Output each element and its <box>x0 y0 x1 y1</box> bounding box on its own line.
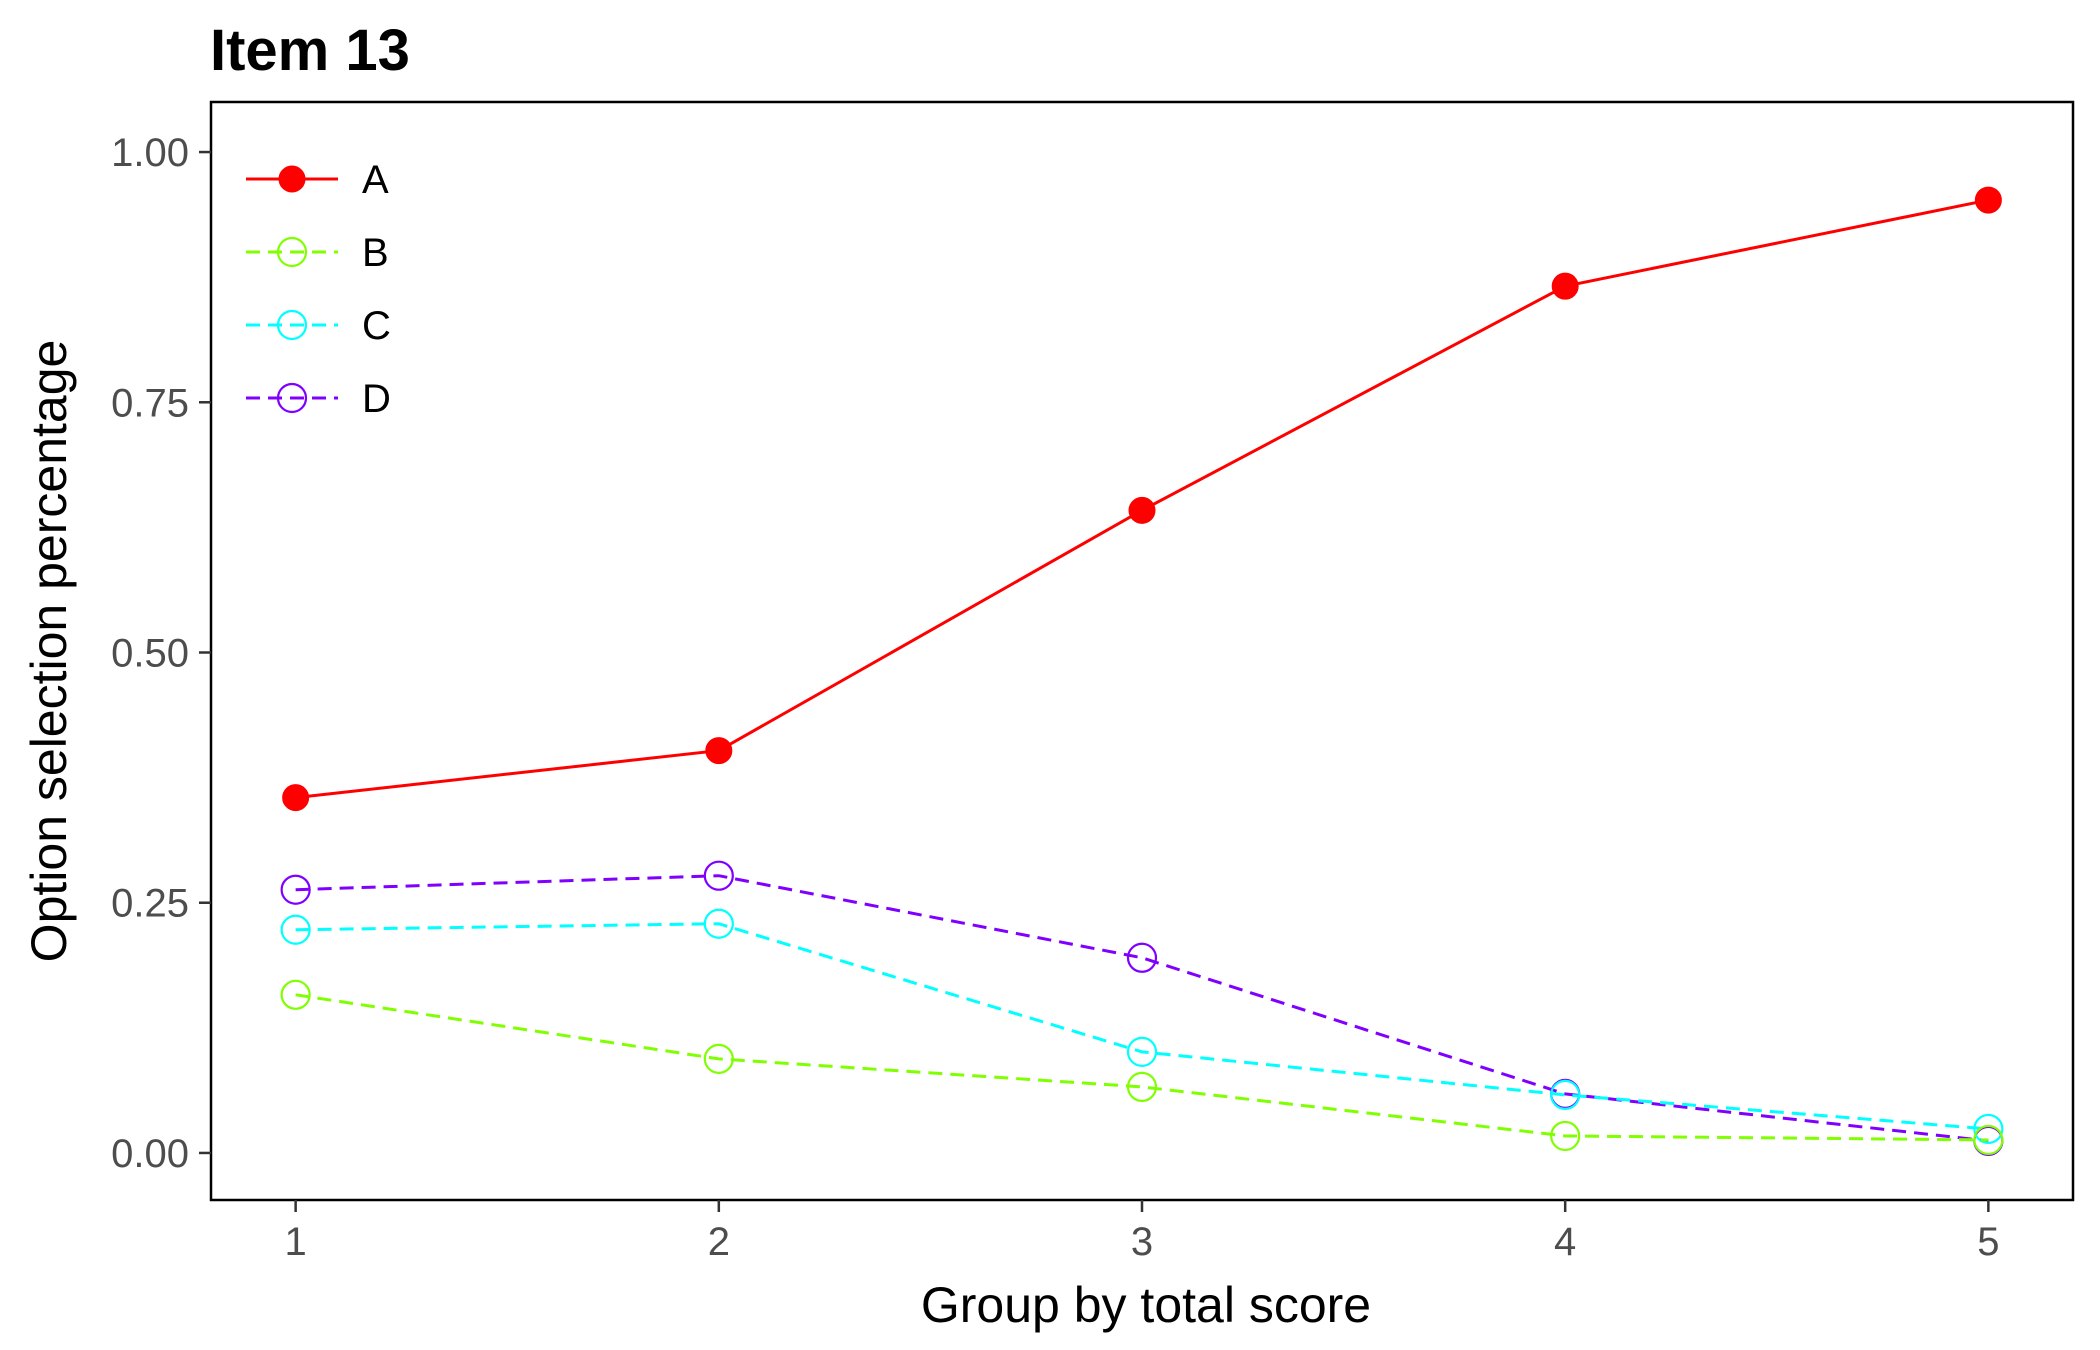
data-point <box>1126 942 1158 973</box>
series-d <box>280 860 2004 1157</box>
y-axis: 0.00 0.25 0.50 0.75 1.00 <box>111 131 211 1176</box>
x-tick-label: 1 <box>285 1220 307 1264</box>
series-a <box>282 186 2002 812</box>
legend-label: A <box>362 158 389 202</box>
data-point <box>1550 1079 1581 1111</box>
y-tick-label: 1.00 <box>111 131 189 175</box>
y-tick-label: 0.50 <box>111 632 189 676</box>
legend-key-marker <box>276 236 308 268</box>
legend-label: D <box>362 377 391 421</box>
y-tick-label: 0.00 <box>111 1132 189 1176</box>
series-c <box>280 908 2004 1145</box>
x-axis-title: Group by total score <box>921 1277 1371 1333</box>
data-point <box>1974 186 2002 214</box>
data-point <box>280 979 311 1010</box>
legend-key-marker <box>278 165 306 193</box>
x-tick-label: 3 <box>1131 1220 1153 1264</box>
x-tick-label: 4 <box>1554 1220 1576 1264</box>
data-point <box>1126 1036 1158 1067</box>
legend-item-c: C <box>246 304 391 348</box>
data-point <box>1973 1113 2004 1145</box>
series-line <box>295 922 1989 1131</box>
legend-key-marker <box>276 309 308 341</box>
series-line <box>295 874 1989 1143</box>
data-point <box>282 784 310 812</box>
legend-item-a: A <box>246 158 389 202</box>
x-tick-label: 2 <box>708 1220 730 1264</box>
series-b <box>280 979 2004 1156</box>
legend-item-b: B <box>246 231 389 275</box>
data-point <box>1126 1071 1158 1102</box>
data-point <box>703 860 734 891</box>
data-point <box>1128 496 1156 524</box>
y-tick-label: 0.75 <box>111 381 189 425</box>
series-line <box>295 993 1989 1142</box>
legend-item-d: D <box>246 377 391 421</box>
data-point <box>280 914 311 945</box>
data-point <box>1550 1120 1581 1152</box>
data-point <box>280 874 311 905</box>
x-tick-label: 5 <box>1977 1220 1999 1264</box>
y-tick-label: 0.25 <box>111 882 189 926</box>
plot-panel <box>209 100 2075 1202</box>
legend-label: B <box>362 231 389 275</box>
data-point <box>703 1043 734 1074</box>
series-layer <box>280 186 2004 1157</box>
legend-label: C <box>362 304 391 348</box>
data-point <box>703 908 734 939</box>
legend-key-marker <box>276 382 308 414</box>
x-axis: 1 2 3 4 5 <box>285 1200 1999 1264</box>
data-point <box>1973 1124 2004 1156</box>
y-axis-title: Option selection percentage <box>21 340 77 963</box>
data-point <box>1551 272 1579 300</box>
data-point <box>705 737 733 765</box>
chart-title: Item 13 <box>210 18 410 83</box>
